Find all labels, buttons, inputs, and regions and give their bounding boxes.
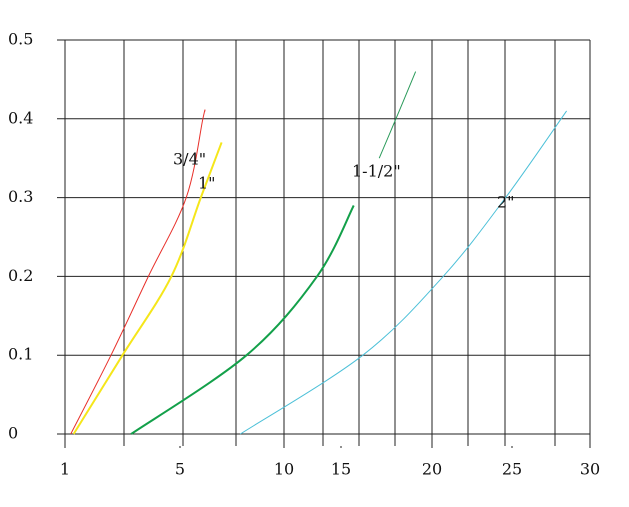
x-tick-label: 25 [502,460,522,479]
y-tick-label: 0.1 [8,345,33,364]
y-tick-label: 0.3 [8,187,33,206]
series-label: 2" [497,193,515,212]
x-tick-label: 20 [422,460,442,479]
x-tick-label: 1 [60,460,70,479]
series-line [130,205,355,435]
series-line [72,142,223,435]
series-label: 1-1/2" [352,162,401,181]
series-line [378,71,417,159]
series-label: 1" [198,174,216,193]
series-label: 3/4" [173,150,206,169]
x-tick-label: 15 [331,460,351,479]
series-line [70,109,206,435]
y-tick-label: 0.5 [8,30,33,49]
y-tick-label: 0.4 [8,108,33,127]
series-line [240,110,568,435]
y-tick-label: 0.2 [8,266,33,285]
y-tick-label: 0 [8,424,18,443]
x-tick-label: 30 [580,460,600,479]
x-tick-label: 5 [175,460,185,479]
x-tick-label: 10 [274,460,294,479]
